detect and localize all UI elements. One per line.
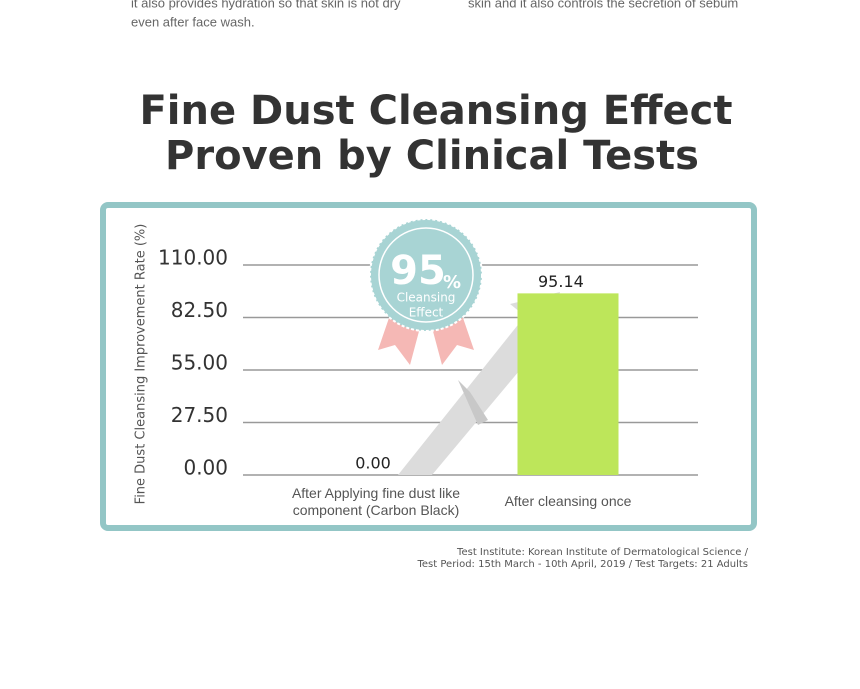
badge-text: Cleansing: [397, 291, 456, 305]
bars: 0.00 95.14: [355, 272, 619, 475]
badge-circle: [369, 218, 483, 332]
x-tick-label: After Applying fine dust like component …: [291, 485, 461, 518]
y-tick-label: 0.00: [183, 456, 228, 480]
chart-title: Proven by Clinical Tests: [165, 133, 699, 179]
bar: [517, 293, 619, 475]
y-tick-label: 110.00: [158, 246, 228, 270]
badge-ring: [378, 227, 474, 323]
y-tick-label: 55.00: [171, 351, 228, 375]
top-text: skin and it also controls the secretion …: [468, 0, 738, 10]
note: Test Institute: Korean Institute of Derm…: [456, 547, 749, 558]
x-tick-label: After cleansing once: [504, 493, 632, 509]
grid: 0.00 27.50 55.00 82.50 110.00: [158, 246, 698, 480]
chart-title: Fine Dust Cleansing Effect: [139, 88, 732, 134]
badge-number: 95: [390, 248, 446, 294]
y-axis-label: Fine Dust Cleansing Improvement Rate (%): [134, 224, 149, 505]
note: Test Period: 15th March - 10th April, 20…: [417, 559, 749, 570]
top-text: even after face wash.: [131, 14, 255, 29]
top-text: it also provides hydration so that skin …: [131, 0, 401, 10]
y-tick-label: 27.50: [171, 403, 228, 427]
badge-unit: %: [443, 272, 461, 293]
value-label: 0.00: [355, 454, 391, 473]
badge-text: Effect: [409, 306, 444, 320]
arrow-shadow: [458, 380, 488, 425]
badge: 95 % Cleansing Effect: [369, 218, 483, 365]
y-tick-label: 82.50: [171, 298, 228, 322]
value-label: 95.14: [538, 272, 584, 291]
